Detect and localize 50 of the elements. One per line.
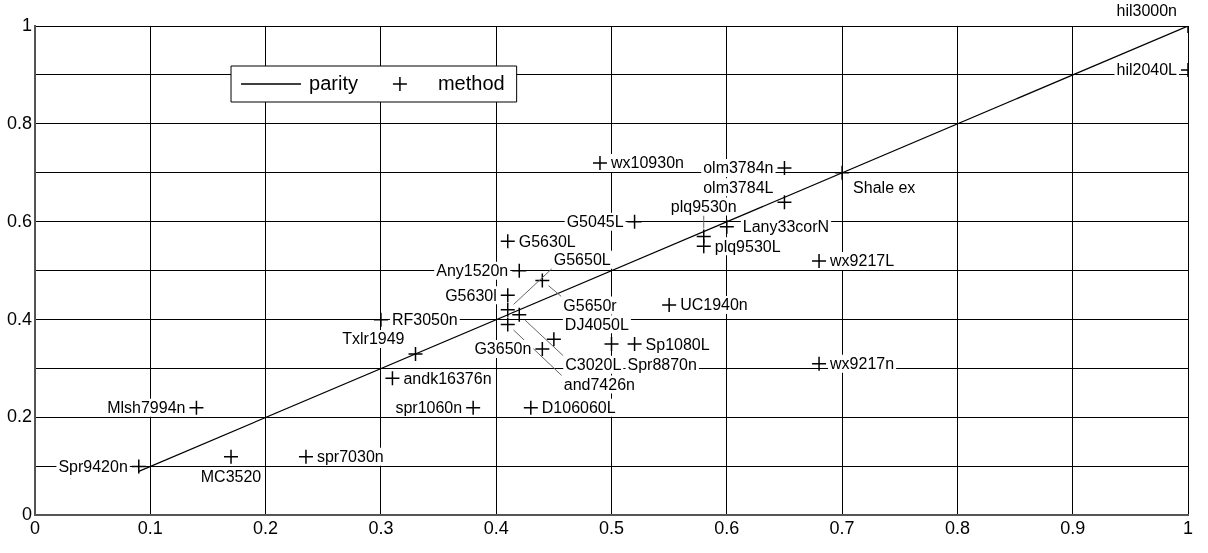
annotation: C3020L: [565, 356, 622, 374]
annotation: G5650r: [563, 296, 618, 314]
x-tick-label: 0.1: [137, 518, 163, 539]
y-tick-label: 0.6: [6, 210, 33, 231]
x-tick-label: 0.4: [483, 518, 509, 539]
annotation: Mlsh7994n: [107, 399, 186, 417]
x-tick-label: 0.9: [1060, 518, 1086, 539]
y-tick-label: 1: [22, 14, 33, 35]
y-tick-label: 0.4: [6, 308, 33, 329]
annotation: olm3784L: [703, 178, 774, 196]
annotation: Txlr1949: [342, 330, 405, 348]
annotation: Spr9420n: [58, 457, 128, 475]
annotation: Sp1080L: [645, 335, 710, 353]
legend-label: parity: [309, 71, 358, 94]
annotation: Lany33corN: [742, 218, 830, 236]
annotation: RF3050n: [391, 311, 458, 329]
annotation: G3650n: [474, 340, 532, 358]
annotation: UC1940n: [680, 296, 748, 314]
annotation: plq9530L: [714, 237, 781, 255]
x-tick-label: 0.6: [714, 518, 740, 539]
legend-label: method: [437, 71, 505, 94]
annotation: Any1520n: [436, 262, 509, 280]
annotation: wx9217L: [829, 252, 895, 270]
annotation: Shale ex: [853, 179, 916, 197]
annotation: G5630L: [518, 232, 576, 250]
annotation: DJ4050L: [564, 315, 630, 333]
y-tick-label: 0.8: [6, 112, 33, 133]
annotation: plq9530n: [670, 197, 737, 215]
annotation: Spr8870n: [627, 355, 697, 373]
annotation: wx9217n: [829, 355, 895, 373]
annotation: olm3784n: [703, 159, 774, 177]
annotation: wx10930n: [609, 154, 684, 172]
x-tick-label: 0.5: [599, 518, 625, 539]
annotation: G5650L: [553, 251, 611, 269]
annotation: G5630l: [445, 286, 497, 304]
annotation: G5045L: [566, 213, 624, 231]
x-tick-label: 1: [1182, 518, 1194, 539]
x-tick-label: 0.7: [829, 518, 855, 539]
y-tick-label: 0.2: [6, 406, 33, 427]
x-tick-label: 0.3: [368, 518, 394, 539]
annotation: andk16376n: [403, 369, 492, 387]
x-tick-label: 0.8: [944, 518, 970, 539]
annotation: D106060L: [541, 399, 616, 417]
annotation: MC3520: [200, 468, 262, 486]
annotation: spr1060n: [395, 399, 463, 417]
annotation: spr7030n: [316, 448, 384, 466]
annotation: and7426n: [563, 375, 635, 393]
annotation: hil3000n: [1116, 2, 1177, 20]
x-tick-label: 0.2: [253, 518, 279, 539]
annotation: hil2040L: [1116, 61, 1178, 79]
